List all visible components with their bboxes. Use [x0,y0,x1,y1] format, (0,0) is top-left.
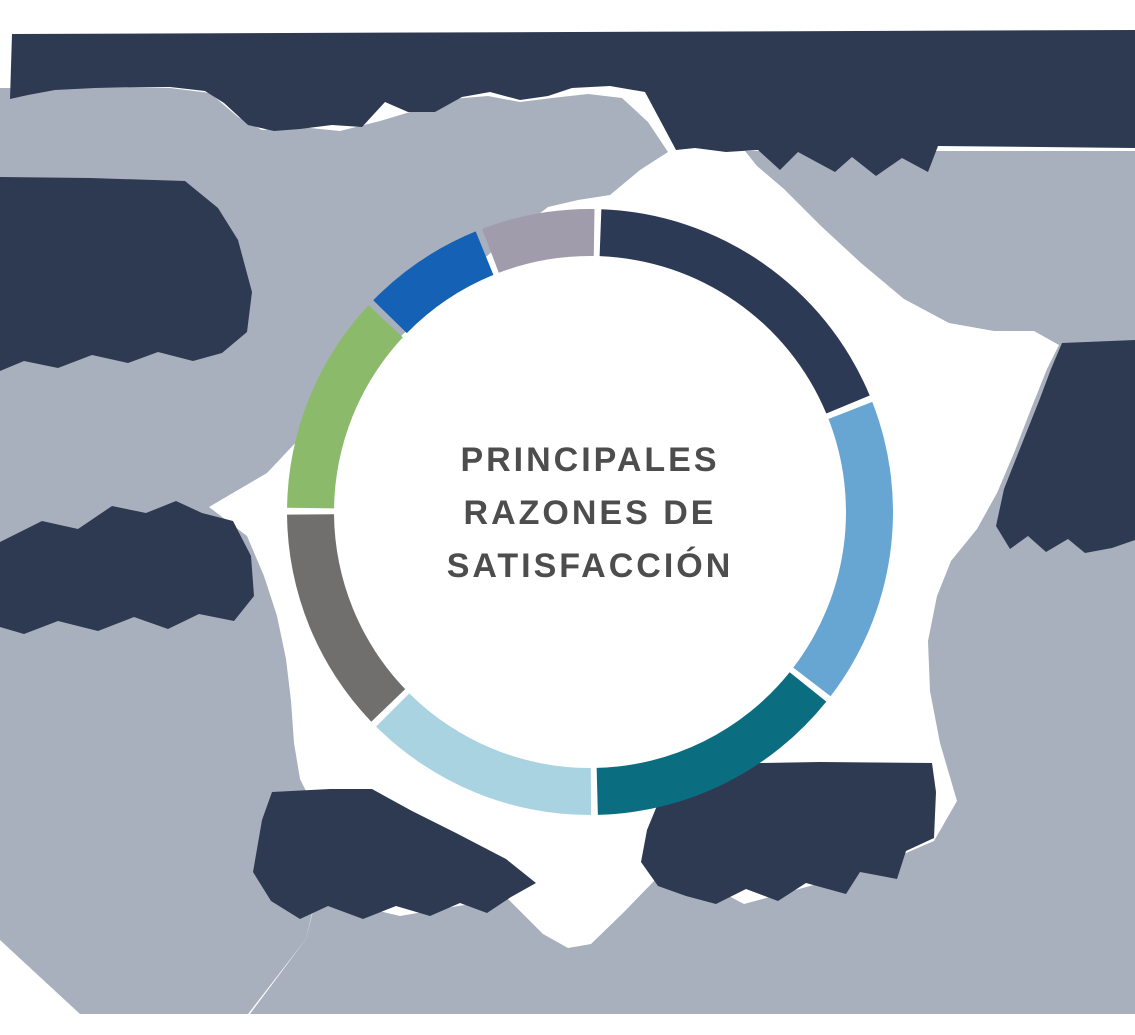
donut-segment-8 [482,208,595,273]
obscured-label-blob [10,30,1135,176]
obscured-label-blob [641,762,936,904]
chart-title-line: PRINCIPALES [460,441,719,479]
donut-segment-1 [599,209,870,414]
obscured-label-blob [996,340,1135,553]
donut-segment-6 [287,305,403,509]
donut-segment-4 [376,693,591,816]
chart-title-line: SATISFACCIÓN [447,547,734,585]
obscured-label-blob [253,789,536,919]
donut-segment-3 [596,672,827,815]
donut-segment-7 [373,231,494,334]
chart-title-line: RAZONES DE [464,494,717,532]
chart-title: PRINCIPALES RAZONES DE SATISFACCIÓN [447,441,734,585]
obscured-label-blob [250,151,1135,1014]
obscured-label-blob [0,177,252,371]
obscured-label-blob [0,501,254,634]
donut-segment-5 [287,514,406,722]
obscured-label-blobs-navy [0,30,1135,919]
donut-ring [287,208,894,816]
donut-segment-2 [793,401,894,697]
